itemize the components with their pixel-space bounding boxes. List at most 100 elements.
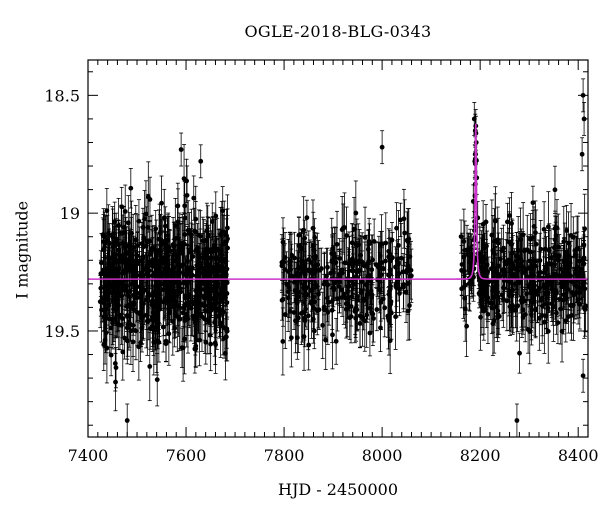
data-point: [141, 235, 146, 241]
data-point: [200, 255, 206, 261]
data-point: [193, 248, 199, 253]
data-point: [150, 263, 156, 269]
data-point: [172, 223, 178, 228]
data-point: [182, 203, 188, 209]
data-point: [139, 325, 145, 331]
data-point: [184, 312, 190, 317]
data-point: [138, 312, 143, 317]
data-point: [182, 336, 187, 342]
data-point: [196, 282, 202, 288]
data-point: [193, 216, 199, 222]
data-point: [115, 267, 121, 272]
data-point: [101, 246, 107, 252]
data-point: [213, 268, 218, 274]
data-point: [144, 265, 150, 270]
data-point: [134, 253, 140, 259]
data-point: [147, 252, 153, 257]
data-point: [164, 263, 170, 268]
data-point: [180, 310, 186, 315]
data-point: [122, 269, 127, 275]
data-point: [136, 258, 142, 264]
data-point: [153, 226, 159, 232]
data-point: [223, 270, 228, 275]
data-point: [200, 238, 206, 244]
data-point: [120, 253, 126, 259]
data-point: [220, 241, 226, 247]
data-point: [99, 307, 104, 313]
data-point: [207, 332, 213, 338]
data-point: [108, 269, 114, 275]
data-point: [147, 197, 153, 202]
data-point: [170, 319, 176, 324]
data-point: [102, 268, 108, 274]
data-point: [157, 230, 163, 236]
data-point: [114, 257, 119, 263]
data-point: [184, 283, 190, 289]
data-point: [156, 270, 162, 275]
data-point: [98, 271, 104, 277]
data-point: [112, 361, 118, 366]
data-point: [166, 331, 172, 337]
data-point: [118, 230, 124, 236]
data-point: [112, 316, 118, 321]
data-point: [205, 246, 211, 252]
data-point: [119, 293, 124, 299]
data-point: [131, 292, 137, 298]
data-point: [101, 296, 106, 301]
data-point: [125, 220, 131, 226]
data-point: [108, 352, 114, 358]
error-bars-layer: [98, 78, 588, 437]
x-axis-label: HJD - 2450000: [277, 480, 399, 499]
data-point: [113, 379, 118, 385]
data-point: [189, 272, 195, 278]
data-point: [110, 244, 116, 250]
data-point: [217, 264, 223, 269]
data-point: [182, 215, 188, 221]
data-point: [103, 330, 109, 336]
data-point: [167, 297, 173, 302]
data-point: [127, 263, 133, 269]
data-point: [134, 290, 140, 296]
data-point: [153, 302, 158, 308]
data-point: [163, 295, 169, 301]
data-point: [204, 228, 210, 234]
data-point: [130, 339, 136, 345]
data-point: [121, 224, 127, 230]
data-point: [98, 285, 104, 291]
data-point: [178, 289, 184, 295]
data-point: [110, 231, 116, 237]
data-point: [136, 218, 142, 224]
data-point: [105, 231, 111, 236]
data-point: [218, 251, 224, 257]
data-point: [158, 242, 163, 248]
data-point: [134, 272, 140, 278]
data-point: [147, 326, 153, 332]
data-point: [178, 281, 183, 286]
data-point: [143, 211, 149, 217]
data-point: [202, 281, 208, 286]
data-point: [182, 232, 188, 237]
data-point: [140, 254, 146, 260]
data-point: [160, 287, 166, 293]
data-point: [197, 337, 202, 343]
data-point: [163, 341, 169, 347]
data-point: [182, 302, 188, 308]
data-point: [208, 300, 213, 306]
data-point: [210, 247, 216, 252]
data-point: [123, 242, 129, 248]
data-point: [154, 339, 160, 344]
data-point: [139, 305, 145, 311]
data-point: [116, 223, 121, 229]
data-point: [224, 290, 230, 296]
data-point: [119, 204, 125, 210]
data-point: [127, 259, 133, 265]
data-point: [129, 252, 135, 258]
data-point: [106, 316, 112, 322]
data-point: [111, 254, 117, 260]
data-point: [106, 287, 111, 293]
data-point: [145, 225, 151, 230]
data-point: [223, 259, 228, 265]
data-points-layer: [97, 92, 588, 423]
data-point: [209, 219, 215, 224]
data-point: [208, 307, 214, 313]
